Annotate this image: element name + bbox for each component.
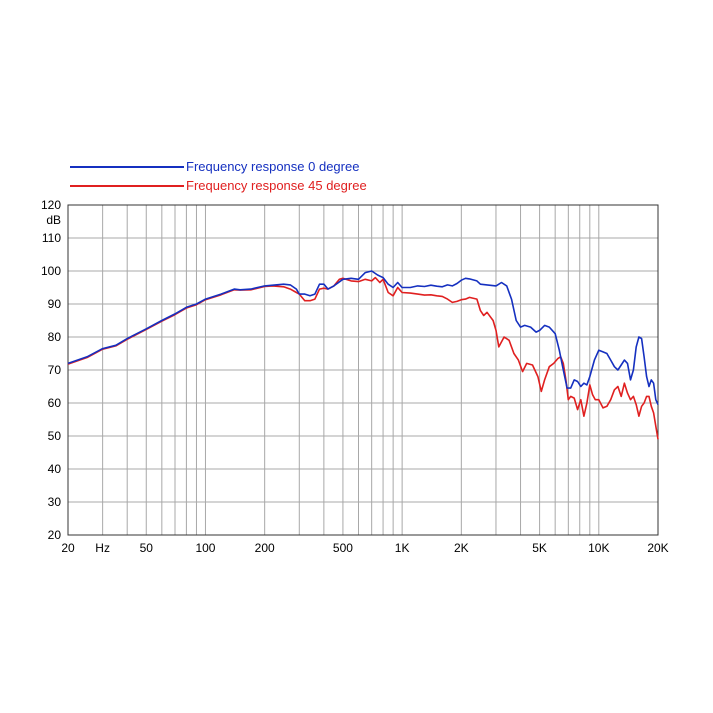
- legend: Frequency response 0 degree Frequency res…: [70, 159, 367, 193]
- y-tick-label: 80: [48, 330, 62, 344]
- x-tick-label: 20K: [647, 541, 668, 555]
- x-tick-label: 500: [333, 541, 353, 555]
- y-tick-label: 100: [41, 264, 61, 278]
- x-tick-label: 1K: [395, 541, 410, 555]
- y-tick-label: 60: [48, 396, 62, 410]
- y-axis-label: dB: [46, 213, 61, 227]
- x-tick-label: 5K: [532, 541, 547, 555]
- y-tick-label: 30: [48, 495, 62, 509]
- y-axis-ticks: 20 30 40 50 60 70 80 90 100 110 120: [41, 198, 61, 542]
- x-tick-label: 100: [195, 541, 215, 555]
- grid: [68, 205, 658, 535]
- y-tick-label: 20: [48, 528, 62, 542]
- y-tick-label: 50: [48, 429, 62, 443]
- y-tick-label: 120: [41, 198, 61, 212]
- y-tick-label: 110: [42, 231, 61, 245]
- x-tick-label: 2K: [454, 541, 469, 555]
- x-tick-label: 20: [61, 541, 75, 555]
- series-line-1: [67, 276, 659, 440]
- series-layer: [67, 270, 659, 440]
- legend-label: Frequency response 45 degree: [186, 178, 367, 193]
- plot-frame: [67, 204, 659, 536]
- x-tick-label: Hz: [95, 541, 110, 555]
- x-tick-label: 200: [255, 541, 275, 555]
- x-tick-label: 50: [140, 541, 154, 555]
- y-tick-label: 70: [48, 363, 62, 377]
- y-tick-label: 90: [48, 297, 62, 311]
- series-line-0: [67, 270, 659, 405]
- legend-label: Frequency response 0 degree: [186, 159, 359, 174]
- y-tick-label: 40: [48, 462, 62, 476]
- x-tick-label: 10K: [588, 541, 609, 555]
- x-axis-ticks: 20 Hz 50 100 200 500 1K 2K 5K 10K 20K: [61, 541, 668, 555]
